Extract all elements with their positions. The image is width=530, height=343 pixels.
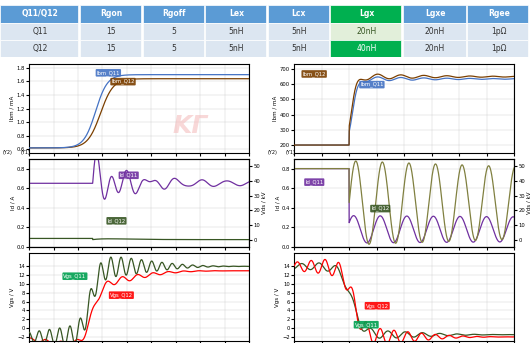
Text: 5nH: 5nH (228, 27, 244, 36)
FancyBboxPatch shape (80, 40, 141, 57)
Text: (Y1): (Y1) (285, 150, 295, 155)
FancyBboxPatch shape (403, 5, 466, 23)
Y-axis label: Vgs / V: Vgs / V (275, 287, 280, 307)
Text: Ibm_Q12: Ibm_Q12 (303, 71, 326, 77)
FancyBboxPatch shape (143, 5, 204, 23)
Text: Rgoff: Rgoff (162, 9, 186, 19)
Text: Rgon: Rgon (100, 9, 122, 19)
FancyBboxPatch shape (143, 40, 204, 57)
Text: Q11: Q11 (32, 27, 48, 36)
Text: 5nH: 5nH (291, 27, 307, 36)
FancyBboxPatch shape (268, 23, 329, 40)
FancyBboxPatch shape (403, 40, 466, 57)
FancyBboxPatch shape (143, 23, 204, 40)
FancyBboxPatch shape (467, 23, 528, 40)
FancyBboxPatch shape (467, 5, 528, 23)
FancyBboxPatch shape (268, 5, 329, 23)
FancyBboxPatch shape (80, 23, 141, 40)
Y-axis label: Vds / kV: Vds / kV (261, 192, 267, 214)
Text: 1pΩ: 1pΩ (491, 27, 507, 36)
Text: Vgs_Q11: Vgs_Q11 (64, 273, 86, 279)
FancyBboxPatch shape (330, 23, 401, 40)
Text: Lgx: Lgx (359, 9, 374, 19)
FancyBboxPatch shape (205, 5, 266, 23)
FancyBboxPatch shape (0, 5, 78, 23)
Text: Lcx: Lcx (292, 9, 306, 19)
Text: 1pΩ: 1pΩ (491, 44, 507, 52)
FancyBboxPatch shape (80, 5, 141, 23)
Text: 5nH: 5nH (291, 44, 307, 52)
FancyBboxPatch shape (467, 40, 528, 57)
Text: Vgs_Q12: Vgs_Q12 (110, 292, 133, 298)
Text: Vgs_Q12: Vgs_Q12 (366, 303, 389, 309)
Y-axis label: Vgs / V: Vgs / V (10, 287, 15, 307)
FancyBboxPatch shape (268, 40, 329, 57)
Text: Id_Q11: Id_Q11 (120, 173, 138, 178)
Text: Id_Q12: Id_Q12 (108, 218, 126, 224)
FancyBboxPatch shape (0, 40, 78, 57)
Text: Ibm_Q11: Ibm_Q11 (96, 70, 120, 76)
Text: Ibm_Q11: Ibm_Q11 (360, 82, 384, 87)
Text: 5: 5 (171, 27, 176, 36)
Y-axis label: Id / A: Id / A (275, 196, 280, 210)
FancyBboxPatch shape (403, 23, 466, 40)
Text: Ibm_Q12: Ibm_Q12 (111, 79, 135, 84)
Y-axis label: Ibm / mA: Ibm / mA (10, 96, 14, 121)
Text: Q12: Q12 (32, 44, 48, 52)
Text: 40nH: 40nH (356, 44, 377, 52)
FancyBboxPatch shape (330, 5, 401, 23)
FancyBboxPatch shape (0, 23, 78, 40)
Y-axis label: Vds / kV: Vds / kV (526, 192, 530, 214)
Text: KΓ: KΓ (172, 114, 207, 138)
Text: 20nH: 20nH (425, 44, 445, 52)
FancyBboxPatch shape (330, 40, 401, 57)
Text: Q11/Q12: Q11/Q12 (22, 9, 58, 19)
FancyBboxPatch shape (205, 40, 266, 57)
Text: Id_Q11: Id_Q11 (305, 179, 323, 185)
Text: 20nH: 20nH (425, 27, 445, 36)
Text: Rgee: Rgee (488, 9, 510, 19)
Text: 5nH: 5nH (228, 44, 244, 52)
Text: (Y2): (Y2) (3, 150, 13, 155)
Text: (Y2): (Y2) (268, 150, 278, 155)
Text: 5: 5 (171, 44, 176, 52)
Text: Id_Q12: Id_Q12 (371, 206, 390, 211)
FancyBboxPatch shape (205, 23, 266, 40)
Text: 20nH: 20nH (356, 27, 376, 36)
Text: 15: 15 (107, 27, 116, 36)
Text: 15: 15 (107, 44, 116, 52)
Text: Vgs_Q11: Vgs_Q11 (355, 322, 378, 328)
Y-axis label: Ibm / mA: Ibm / mA (273, 96, 278, 121)
Text: (Y1): (Y1) (20, 150, 30, 155)
Y-axis label: Id / A: Id / A (10, 196, 15, 210)
Text: Lex: Lex (229, 9, 244, 19)
Text: Lgxe: Lgxe (425, 9, 445, 19)
